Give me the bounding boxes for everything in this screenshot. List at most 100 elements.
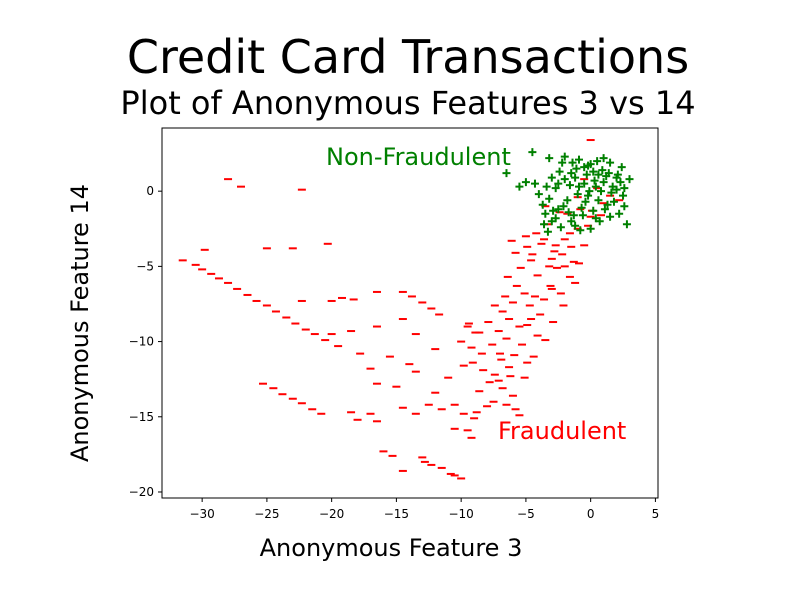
non-fraudulent-point — [564, 208, 573, 217]
x-axis-label: Anonymous Feature 3 — [260, 534, 523, 562]
non-fraudulent-point — [586, 224, 595, 233]
non-fraudulent-point — [597, 187, 606, 196]
non-fraudulent-point — [502, 169, 511, 178]
non-fraudulent-point — [580, 163, 589, 172]
non-fraudulent-point — [598, 166, 607, 175]
non-fraudulent-point — [563, 196, 572, 205]
non-fraudulent-point — [589, 206, 598, 215]
non-fraudulent-point — [534, 190, 543, 199]
non-fraudulent-point — [543, 227, 552, 236]
non-fraudulent-point — [575, 182, 584, 191]
y-tick-label: −5 — [136, 259, 154, 273]
non-fraudulent-point — [619, 191, 628, 200]
non-fraudulent-point — [591, 182, 600, 191]
non-fraudulent-point — [558, 158, 567, 167]
non-fraudulent-point — [568, 158, 577, 167]
x-tick-label: 0 — [587, 507, 595, 521]
non-fraudulent-point — [551, 184, 560, 193]
non-fraudulent-point — [581, 197, 590, 206]
x-tick-label: −10 — [448, 507, 473, 521]
non-fraudulent-point — [547, 173, 556, 182]
non-fraudulent-point — [609, 197, 618, 206]
non-fraudulent-point — [612, 185, 621, 194]
non-fraudulent-point — [603, 200, 612, 209]
non-fraudulent-series — [502, 148, 634, 236]
non-fraudulent-point — [589, 167, 598, 176]
non-fraudulent-point — [542, 182, 551, 191]
x-tick-label: −5 — [517, 507, 535, 521]
y-tick-label: −15 — [129, 410, 154, 424]
non-fraudulent-point — [599, 178, 608, 187]
non-fraudulent-point — [551, 214, 560, 223]
non-fraudulent-point — [565, 181, 574, 190]
non-fraudulent-point — [567, 217, 576, 226]
non-fraudulent-point — [585, 187, 594, 196]
non-fraudulent-point — [591, 214, 600, 223]
non-fraudulent-point — [604, 169, 613, 178]
non-fraudulent-point — [569, 211, 578, 220]
non-fraudulent-point — [625, 175, 634, 184]
non-fraudulent-point — [606, 212, 615, 221]
non-fraudulent-point — [606, 158, 615, 167]
non-fraudulent-point — [545, 194, 554, 203]
non-fraudulent-point — [572, 164, 581, 173]
non-fraudulent-point — [612, 173, 621, 182]
non-fraudulent-point — [576, 226, 585, 235]
non-fraudulent-point — [560, 152, 569, 161]
non-fraudulent-point — [521, 178, 530, 187]
non-fraudulent-point — [582, 170, 591, 179]
non-fraudulent-point — [559, 202, 568, 211]
plot-frame — [161, 127, 659, 499]
non-fraudulent-point — [554, 205, 563, 214]
non-fraudulent-point — [580, 179, 589, 188]
x-tick-label: −15 — [384, 507, 409, 521]
non-fraudulent-point — [573, 190, 582, 199]
non-fraudulent-point — [555, 167, 564, 176]
non-fraudulent-point — [594, 196, 603, 205]
non-fraudulent-point — [571, 173, 580, 182]
annotation-fraudulent: Fraudulent — [498, 417, 626, 445]
non-fraudulent-point — [584, 191, 593, 200]
x-tick-label: −25 — [254, 507, 279, 521]
non-fraudulent-point — [622, 220, 631, 229]
non-fraudulent-point — [545, 154, 554, 163]
non-fraudulent-point — [515, 182, 524, 191]
non-fraudulent-point — [600, 205, 609, 214]
non-fraudulent-point — [616, 178, 625, 187]
non-fraudulent-point — [615, 209, 624, 218]
y-axis-ticks: 0 −5 −10 −15 −20 — [129, 184, 162, 499]
non-fraudulent-point — [554, 179, 563, 188]
y-axis-label: Anonymous Feature 14 — [66, 184, 94, 462]
fraudulent-series — [178, 139, 624, 480]
non-fraudulent-point — [620, 202, 629, 211]
x-tick-label: −30 — [189, 507, 214, 521]
non-fraudulent-point — [549, 206, 558, 215]
annotation-non-fraudulent: Non-Fraudulent — [326, 143, 511, 171]
non-fraudulent-point — [617, 163, 626, 172]
y-tick-label: 0 — [146, 184, 154, 198]
non-fraudulent-point — [584, 161, 593, 170]
non-fraudulent-point — [593, 157, 602, 166]
non-fraudulent-point — [578, 211, 587, 220]
non-fraudulent-point — [607, 188, 616, 197]
non-fraudulent-point — [530, 179, 539, 188]
x-tick-label: 5 — [652, 507, 660, 521]
x-tick-label: −20 — [319, 507, 344, 521]
non-fraudulent-point — [560, 175, 569, 184]
x-axis-ticks: −30 −25 −20 −15 −10 −5 0 5 — [189, 498, 659, 521]
non-fraudulent-point — [594, 170, 603, 179]
y-tick-label: −20 — [129, 485, 154, 499]
y-tick-label: −10 — [129, 335, 154, 349]
non-fraudulent-point — [567, 169, 576, 178]
non-fraudulent-point — [571, 221, 580, 230]
non-fraudulent-point — [599, 154, 608, 163]
non-fraudulent-point — [590, 176, 599, 185]
non-fraudulent-point — [540, 220, 549, 229]
non-fraudulent-point — [575, 155, 584, 164]
non-fraudulent-point — [556, 223, 565, 232]
non-fraudulent-point — [538, 200, 547, 209]
non-fraudulent-point — [541, 209, 550, 218]
chart-title: Credit Card Transactions — [127, 30, 689, 84]
non-fraudulent-point — [577, 203, 586, 212]
